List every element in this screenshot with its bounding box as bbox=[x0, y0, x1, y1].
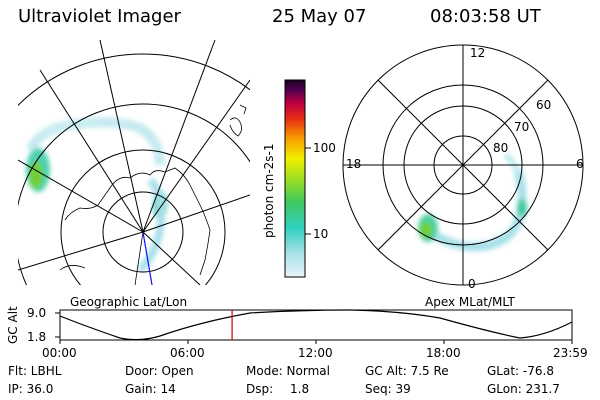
mlat-label-70: 70 bbox=[514, 120, 530, 134]
timeline-xtick-0600: 06:00 bbox=[170, 346, 205, 360]
timeline-ylabel: GC Alt bbox=[6, 306, 20, 344]
geo-longitude: GLon: 231.7 bbox=[487, 382, 560, 396]
gc-altitude: GC Alt: 7.5 Re bbox=[365, 364, 449, 378]
mlt-label-6: 6 bbox=[576, 157, 584, 171]
geographic-map bbox=[18, 40, 250, 285]
timeline-xtick-2359: 23:59 bbox=[553, 346, 588, 360]
timeline-xtick-1800: 18:00 bbox=[426, 346, 461, 360]
dsp-label: Dsp: bbox=[246, 382, 274, 396]
apex-panel-label: Apex MLat/MLT bbox=[425, 295, 515, 309]
sequence-number: Seq: 39 bbox=[365, 382, 411, 396]
geographic-panel-label: Geographic Lat/Lon bbox=[70, 295, 188, 309]
altitude-timeline bbox=[55, 309, 573, 344]
mlat-label-60: 60 bbox=[536, 98, 552, 112]
timeline-ytick-1-8: 1.8 bbox=[27, 330, 47, 344]
date-label: 25 May 07 bbox=[272, 6, 367, 27]
mode-status: Mode: Normal bbox=[246, 364, 330, 378]
flight-label: Flt: LBHL bbox=[8, 364, 62, 378]
dsp-value: 1.8 bbox=[290, 382, 310, 396]
colorbar-tick-100: 100 bbox=[313, 141, 336, 155]
ip-value: IP: 36.0 bbox=[8, 382, 54, 396]
colorbar-label: photon cm-2s-1 bbox=[262, 143, 276, 239]
timeline-xtick-1200: 12:00 bbox=[298, 346, 333, 360]
mlt-label-12: 12 bbox=[470, 46, 486, 60]
mlt-label-0: 0 bbox=[468, 277, 476, 291]
time-label: 08:03:58 UT bbox=[430, 6, 541, 27]
colorbar bbox=[284, 79, 311, 278]
colorbar-tick-10: 10 bbox=[313, 227, 329, 241]
timeline-xtick-0000: 00:00 bbox=[42, 346, 77, 360]
geo-latitude: GLat: -76.8 bbox=[487, 364, 554, 378]
mlt-label-18: 18 bbox=[346, 157, 362, 171]
door-status: Door: Open bbox=[125, 364, 194, 378]
gain-value: Gain: 14 bbox=[125, 382, 176, 396]
mlat-mlt-map bbox=[342, 44, 584, 286]
instrument-title: Ultraviolet Imager bbox=[18, 6, 181, 27]
mlat-label-80: 80 bbox=[493, 141, 509, 155]
timeline-ytick-9: 9.0 bbox=[27, 306, 47, 320]
